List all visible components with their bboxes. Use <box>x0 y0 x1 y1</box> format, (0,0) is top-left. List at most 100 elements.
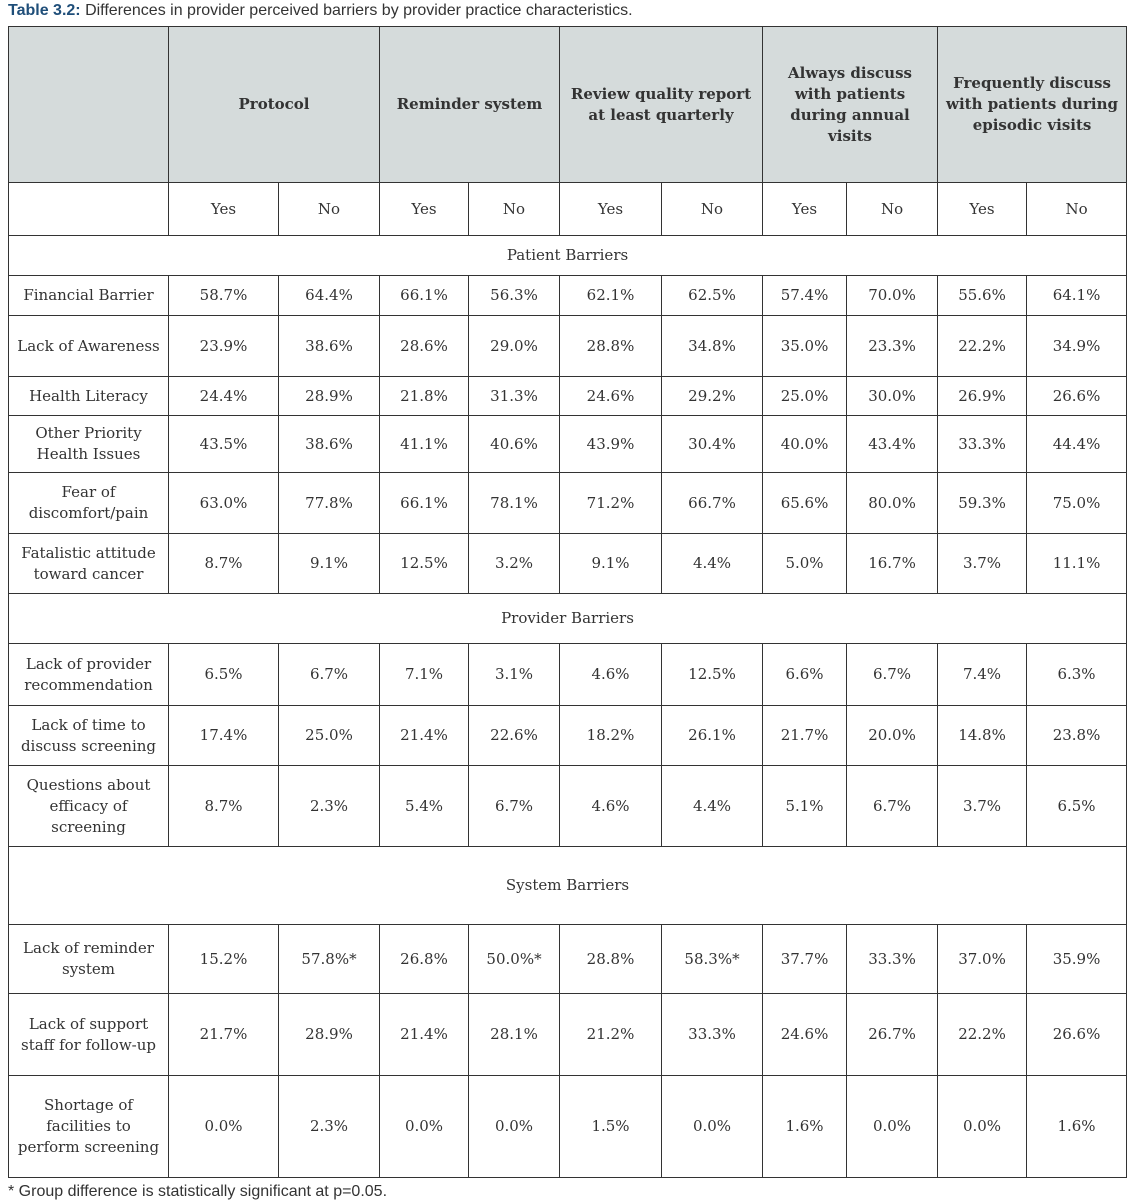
value-cell: 26.1% <box>660 705 764 766</box>
value-cell: 23.3% <box>846 315 939 377</box>
value-cell: 2.3% <box>278 1075 380 1178</box>
value-cell: 66.7% <box>660 472 764 534</box>
value-cell: 63.0% <box>168 472 279 534</box>
value-cell: 0.0% <box>168 1075 279 1178</box>
value-cell: 75.0% <box>1026 472 1128 534</box>
table-row: Shortage of facilities to perform screen… <box>8 1075 1128 1178</box>
value-cell: 15.2% <box>168 924 279 994</box>
value-cell: 3.7% <box>937 533 1028 594</box>
value-cell: 22.6% <box>468 705 560 766</box>
value-cell: 28.8% <box>559 315 662 377</box>
value-cell: 33.3% <box>937 415 1028 473</box>
sub-header: Yes <box>168 182 279 236</box>
table-row: Lack of time to discuss screening 17.4% 25… <box>8 705 1128 766</box>
value-cell: 24.4% <box>168 376 279 416</box>
value-cell: 1.6% <box>1026 1075 1128 1178</box>
value-cell: 6.3% <box>1026 643 1128 706</box>
section-header: Patient Barriers <box>7 235 1128 276</box>
row-label: Lack of provider recommendation <box>8 643 169 706</box>
value-cell: 26.7% <box>846 993 939 1076</box>
value-cell: 43.5% <box>168 415 279 473</box>
value-cell: 26.8% <box>379 924 469 994</box>
value-cell: 7.4% <box>937 643 1028 706</box>
value-cell: 0.0% <box>846 1075 939 1178</box>
value-cell: 28.1% <box>468 993 560 1076</box>
value-cell: 57.4% <box>762 275 848 316</box>
value-cell: 70.0% <box>846 275 939 316</box>
value-cell: 21.8% <box>379 376 469 416</box>
value-cell: 38.6% <box>278 415 380 473</box>
value-cell: 6.7% <box>846 765 939 847</box>
value-cell: 30.0% <box>846 376 939 416</box>
value-cell: 78.1% <box>468 472 560 534</box>
value-cell: 57.8%* <box>278 924 380 994</box>
row-label: Other Priority Health Issues <box>8 415 169 473</box>
value-cell: 2.3% <box>278 765 380 847</box>
table-row: Fatalistic attitude toward cancer 8.7% 9.1… <box>8 533 1128 594</box>
value-cell: 5.1% <box>762 765 848 847</box>
value-cell: 9.1% <box>278 533 380 594</box>
value-cell: 6.5% <box>1026 765 1128 847</box>
value-cell: 59.3% <box>937 472 1028 534</box>
group-header: Review quality report at least quarterly <box>558 26 764 183</box>
value-cell: 55.6% <box>937 275 1028 316</box>
value-cell: 50.0%* <box>468 924 560 994</box>
value-cell: 35.9% <box>1026 924 1128 994</box>
value-cell: 3.2% <box>468 533 560 594</box>
row-label: Questions about efficacy of screening <box>8 765 169 847</box>
value-cell: 23.9% <box>168 315 279 377</box>
value-cell: 28.9% <box>278 993 380 1076</box>
value-cell: 22.2% <box>937 315 1028 377</box>
caption-text: Differences in provider perceived barrie… <box>80 2 633 19</box>
value-cell: 12.5% <box>379 533 469 594</box>
table-number: Table 3.2: <box>8 2 81 19</box>
value-cell: 62.1% <box>559 275 662 316</box>
value-cell: 26.6% <box>1026 993 1128 1076</box>
value-cell: 21.7% <box>168 993 279 1076</box>
value-cell: 37.7% <box>762 924 848 994</box>
value-cell: 44.4% <box>1026 415 1128 473</box>
value-cell: 43.9% <box>559 415 662 473</box>
table-row: Lack of support staff for follow-up 21.7%… <box>8 993 1128 1076</box>
value-cell: 80.0% <box>846 472 939 534</box>
value-cell: 5.4% <box>379 765 469 847</box>
footnote: * Group difference is statistically sign… <box>8 1183 388 1200</box>
table-row: Health Literacy 24.4% 28.9% 21.8% 31.3% 24.6%… <box>8 376 1128 416</box>
table-row: Questions about efficacy of screening 8.7… <box>8 765 1128 847</box>
table-row: Lack of provider recommendation 6.5% 6.7% 7… <box>8 643 1128 706</box>
value-cell: 28.9% <box>278 376 380 416</box>
value-cell: 22.2% <box>937 993 1028 1076</box>
value-cell: 28.8% <box>559 924 662 994</box>
group-header: Reminder system <box>379 26 560 183</box>
value-cell: 43.4% <box>846 415 939 473</box>
value-cell: 40.0% <box>762 415 848 473</box>
value-cell: 71.2% <box>559 472 662 534</box>
value-cell: 29.0% <box>468 315 560 377</box>
value-cell: 40.6% <box>468 415 560 473</box>
value-cell: 6.5% <box>168 643 279 706</box>
value-cell: 4.6% <box>559 765 662 847</box>
value-cell: 34.9% <box>1026 315 1128 377</box>
value-cell: 58.3%* <box>660 924 764 994</box>
table-row: Other Priority Health Issues 43.5% 38.6% 41… <box>8 415 1128 473</box>
sub-header: Yes <box>762 182 848 236</box>
row-label: Lack of reminder system <box>8 924 169 994</box>
sub-header: No <box>1026 182 1128 236</box>
value-cell: 6.7% <box>468 765 560 847</box>
corner-cell <box>8 26 169 183</box>
value-cell: 12.5% <box>660 643 764 706</box>
value-cell: 6.7% <box>278 643 380 706</box>
sub-header: No <box>660 182 764 236</box>
value-cell: 25.0% <box>278 705 380 766</box>
value-cell: 41.1% <box>379 415 469 473</box>
data-table: Protocol Reminder system Review quality re… <box>7 26 1128 1178</box>
value-cell: 4.4% <box>660 765 764 847</box>
row-label: Shortage of facilities to perform screen… <box>8 1075 169 1178</box>
value-cell: 25.0% <box>762 376 848 416</box>
value-cell: 0.0% <box>468 1075 560 1178</box>
value-cell: 21.7% <box>762 705 848 766</box>
value-cell: 21.4% <box>379 705 469 766</box>
section-header: Provider Barriers <box>7 593 1128 644</box>
value-cell: 9.1% <box>559 533 662 594</box>
value-cell: 64.4% <box>278 275 380 316</box>
